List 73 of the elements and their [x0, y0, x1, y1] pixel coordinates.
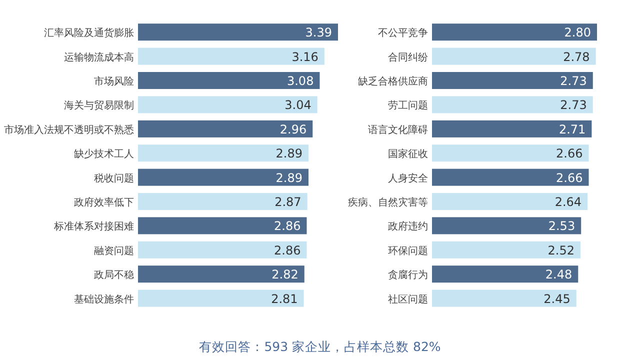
bar: [432, 217, 582, 234]
data-label: 3.04: [284, 98, 312, 112]
bar: [432, 168, 589, 186]
data-label: 2.81: [271, 292, 298, 306]
data-label: 2.48: [545, 268, 572, 282]
y-tick-label: 合同纠纷: [388, 51, 428, 64]
y-tick-label: 人身安全: [388, 172, 428, 184]
y-tick-label: 标准体系对接困难: [53, 220, 134, 233]
y-tick-label: 国家征收: [388, 148, 428, 160]
y-tick-label: 市场风险: [94, 76, 134, 88]
bar: [432, 241, 580, 258]
bar: [138, 24, 338, 41]
data-label: 3.08: [286, 74, 314, 88]
data-label: 2.64: [554, 195, 582, 209]
bar: [432, 48, 596, 65]
y-tick-label: 环保问题: [388, 244, 428, 257]
data-label: 2.89: [276, 170, 302, 185]
data-label: 3.39: [305, 26, 332, 40]
bar: [138, 217, 307, 234]
bar: [138, 48, 324, 65]
y-tick-label: 基础设施条件: [74, 293, 134, 306]
data-label: 2.52: [548, 243, 574, 258]
bar: [432, 144, 589, 162]
data-label: 2.80: [564, 26, 591, 40]
data-label: 2.45: [544, 292, 570, 306]
y-tick-label: 政局不稳: [94, 269, 134, 282]
data-label: 2.82: [272, 268, 298, 282]
data-label: 2.53: [548, 219, 576, 234]
y-tick-label: 市场准入法规不透明或不熟悉: [4, 124, 134, 136]
y-tick-label: 贪腐行为: [388, 269, 428, 282]
y-tick-label: 社区问题: [388, 293, 428, 306]
data-label: 3.16: [292, 50, 318, 64]
data-label: 2.66: [556, 170, 583, 185]
bar: [138, 96, 318, 114]
y-tick-label: 缺乏合格供应商: [358, 76, 428, 88]
data-label: 2.78: [563, 50, 590, 64]
data-label: 2.86: [274, 243, 301, 258]
data-label: 2.86: [274, 219, 301, 234]
data-label: 2.87: [274, 195, 302, 209]
data-label: 2.73: [560, 98, 587, 112]
data-label: 2.96: [280, 122, 307, 136]
y-tick-label: 政府违约: [388, 220, 428, 233]
y-tick-label: 税收问题: [94, 172, 134, 184]
y-tick-label: 海关与贸易限制: [64, 100, 134, 112]
data-label: 2.71: [558, 122, 586, 136]
bar: [138, 193, 308, 210]
y-tick-label: 疾病、自然灾害等: [348, 196, 428, 208]
bar: [432, 96, 593, 114]
text: 有效回答：593 家企业，占样本总数 82%: [199, 339, 441, 354]
bar: [138, 241, 307, 258]
bar: [432, 72, 593, 89]
data-label: 2.89: [276, 146, 302, 161]
data-label: 2.73: [560, 74, 587, 88]
y-tick-label: 语言文化障碍: [368, 124, 428, 136]
y-tick-label: 政府效率低下: [74, 196, 134, 208]
y-tick-label: 融资问题: [94, 244, 134, 257]
bar: [138, 72, 320, 89]
bar: [432, 266, 578, 283]
y-tick-label: 劳工问题: [388, 100, 428, 112]
bar: [138, 144, 308, 162]
bar: [432, 120, 592, 138]
bar: [138, 290, 304, 307]
bar: [432, 193, 588, 210]
y-tick-label: 运输物流成本高: [64, 51, 134, 64]
bar: [432, 24, 597, 41]
y-tick-label: 汇率风险及通货膨胀: [44, 27, 134, 40]
data-label: 2.66: [556, 146, 583, 161]
y-tick-label: 缺少技术工人: [74, 148, 134, 160]
bar: [138, 120, 313, 138]
bar: [432, 290, 576, 307]
bar: [138, 168, 308, 186]
bar: [138, 266, 304, 283]
y-tick-label: 不公平竞争: [378, 27, 428, 40]
